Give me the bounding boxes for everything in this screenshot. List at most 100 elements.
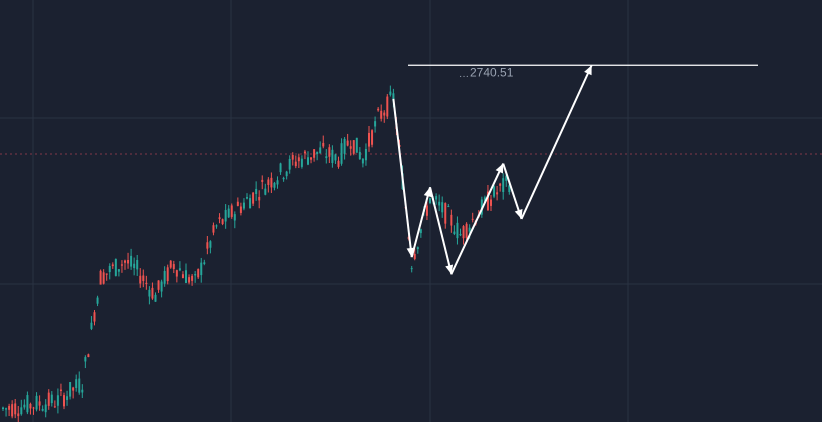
candle-body: [66, 396, 69, 400]
candle-body: [50, 394, 53, 404]
candle-body: [294, 161, 297, 167]
candle-body: [343, 138, 346, 154]
candle-body: [188, 277, 191, 283]
candle-body: [114, 259, 117, 276]
candle-body: [111, 264, 114, 267]
arrow-head-icon: [514, 208, 523, 219]
projection-segment[interactable]: [392, 98, 413, 258]
candle-body: [450, 214, 453, 226]
candle-body: [261, 179, 264, 182]
candle-body: [416, 247, 419, 250]
candle-body: [11, 404, 14, 417]
candle-body: [69, 382, 72, 397]
candle-body: [380, 110, 383, 119]
label-leader: ···: [459, 71, 469, 82]
candle-body: [127, 260, 130, 264]
candles: [2, 85, 511, 422]
candle-body: [471, 218, 474, 220]
candle-body: [200, 262, 203, 276]
candle-body: [322, 142, 325, 147]
candle-body: [136, 260, 139, 270]
candle-body: [120, 264, 123, 266]
candle-body: [392, 93, 395, 101]
candle-body: [361, 158, 364, 164]
arrow-head-icon: [584, 65, 592, 76]
candle-body: [175, 270, 178, 277]
candle-body: [124, 260, 126, 263]
candle-body: [267, 179, 270, 185]
candle-body: [456, 222, 459, 239]
candle-body: [252, 192, 255, 204]
candle-body: [468, 227, 471, 232]
candle-body: [502, 178, 505, 192]
candle-body: [172, 264, 175, 270]
candle-body: [87, 354, 90, 358]
candle-body: [483, 197, 486, 202]
candle-body: [142, 275, 145, 281]
candle-body: [300, 158, 303, 167]
candle-body: [233, 214, 236, 221]
candle-body: [38, 401, 41, 406]
candle-body: [337, 160, 340, 167]
candle-body: [203, 262, 206, 264]
candle-body: [319, 147, 322, 154]
candle-body: [5, 408, 8, 410]
candle-body: [44, 404, 47, 413]
candle-body: [139, 275, 142, 284]
candle-body: [2, 407, 4, 410]
candle-body: [282, 177, 285, 180]
candle-body: [493, 186, 496, 197]
projection-segment[interactable]: [520, 64, 593, 220]
candle-body: [486, 191, 489, 211]
candle-body: [368, 132, 370, 147]
candle-body: [310, 157, 313, 160]
projection-segment[interactable]: [450, 163, 505, 275]
candle-body: [163, 270, 166, 284]
candle-body: [160, 281, 163, 292]
candle-body: [425, 205, 428, 216]
candle-body: [313, 149, 316, 158]
projection-segment[interactable]: [502, 163, 523, 220]
projection-segment[interactable]: [429, 187, 453, 275]
candle-body: [246, 197, 248, 199]
candle-body: [29, 403, 32, 409]
candle-body: [340, 143, 343, 164]
candle-body: [151, 287, 154, 299]
candle-body: [453, 231, 456, 235]
candle-body: [230, 205, 233, 217]
candle-body: [239, 206, 242, 213]
candle-body: [276, 180, 279, 185]
candle-body: [93, 312, 96, 322]
candle-body: [84, 357, 87, 362]
candle-body: [297, 157, 300, 162]
candle-body: [307, 157, 309, 165]
candle-body: [429, 198, 431, 204]
candle-body: [334, 154, 337, 161]
candle-body: [346, 140, 349, 146]
candle-body: [447, 206, 450, 208]
candle-body: [90, 322, 93, 329]
candle-body: [212, 225, 215, 233]
candle-body: [148, 289, 151, 297]
candle-body: [108, 265, 111, 273]
candle-body: [166, 267, 169, 282]
candle-body: [102, 272, 105, 284]
price-label: 2740.51: [470, 65, 514, 79]
candle-body: [349, 146, 352, 149]
candle-body: [32, 407, 35, 409]
candle-body: [191, 275, 194, 281]
candle-body: [145, 282, 148, 285]
candle-body: [264, 188, 267, 195]
candle-body: [63, 395, 65, 407]
candle-body: [75, 379, 78, 388]
candle-body: [224, 209, 227, 222]
candle-body: [206, 242, 209, 249]
candle-body: [352, 140, 355, 154]
candle-body: [17, 413, 20, 417]
projection-segment[interactable]: [410, 187, 431, 258]
candle-body: [35, 395, 38, 410]
candle-body: [499, 183, 502, 186]
